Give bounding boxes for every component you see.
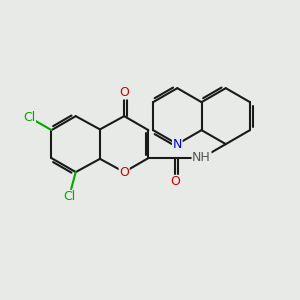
Text: Cl: Cl	[63, 190, 75, 203]
Text: O: O	[170, 176, 180, 188]
Text: O: O	[119, 86, 129, 99]
Text: N: N	[172, 138, 182, 151]
Text: NH: NH	[192, 151, 211, 164]
Text: Cl: Cl	[23, 111, 35, 124]
Text: O: O	[119, 166, 129, 178]
